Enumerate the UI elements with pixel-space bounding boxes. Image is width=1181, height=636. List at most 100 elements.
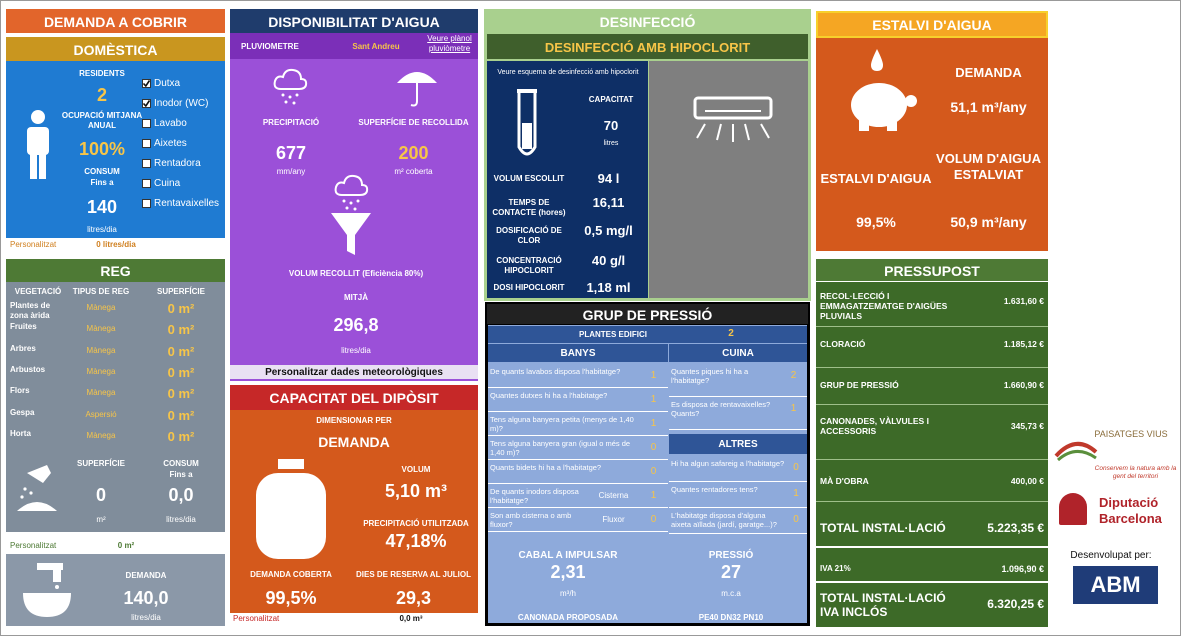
- checkmark: [142, 80, 151, 88]
- value: 0: [95, 485, 106, 505]
- option-label: Cuina: [154, 178, 181, 189]
- checkbox[interactable]: [142, 179, 151, 188]
- separator: [488, 435, 668, 436]
- label: SUPERFÍCIE: [76, 459, 125, 468]
- logo-text: PAISATGES VIUS: [1094, 429, 1168, 439]
- answer: 2: [790, 370, 797, 381]
- separator: [488, 507, 668, 508]
- panel-title: DEMANDA A COBRIR: [43, 14, 188, 30]
- unit: m.c.a: [721, 589, 741, 598]
- question: L'habitatge disposa d'alguna aixeta aïll…: [671, 511, 777, 529]
- label: PRESSIÓ: [708, 550, 754, 561]
- question: Tens alguna banyera gran (igual o més de…: [490, 439, 631, 457]
- link[interactable]: Personalitzar dades meteorològiques: [265, 367, 443, 378]
- answer: 1: [650, 370, 657, 381]
- input-label: Personalitzat: [233, 614, 280, 623]
- input-bar: [6, 238, 225, 251]
- row-label: DOSIFICACIÓ DE CLOR: [496, 226, 562, 245]
- input-value: 0,0 m³: [399, 614, 423, 623]
- total-label: TOTAL INSTAL·LACIÓ: [820, 521, 946, 535]
- unit: litres: [603, 140, 619, 147]
- value: 2: [728, 328, 734, 339]
- separator: [816, 404, 1048, 405]
- unit: mm/any: [276, 167, 306, 176]
- checkbox[interactable]: [142, 159, 151, 168]
- header: [6, 259, 225, 282]
- value: 140,0: [123, 588, 169, 608]
- header: [230, 385, 478, 410]
- budget-item: CANONADES, VÀLVULES I ACCESSORIS: [820, 416, 929, 437]
- label: Fins a: [169, 470, 193, 479]
- separator: [488, 387, 668, 388]
- checkbox[interactable]: [142, 139, 151, 148]
- section-title: ALTRES: [718, 439, 758, 450]
- checkmark: [142, 100, 151, 108]
- separator: [669, 533, 807, 534]
- value: 2,31: [550, 562, 586, 582]
- panel: [816, 38, 1048, 251]
- label: PLANTES EDIFICI: [578, 330, 647, 339]
- row-value: 0 m²: [167, 428, 195, 444]
- panel-title: PRESSUPOST: [884, 263, 980, 279]
- separator: [669, 507, 807, 508]
- question: Quants bidets hi ha a l'habitatge?: [490, 463, 602, 472]
- budget-amount: 400,00 €: [1010, 476, 1044, 486]
- input-bar: [6, 532, 225, 551]
- checkbox[interactable]: [142, 79, 151, 88]
- value: 51,1 m³/any: [950, 99, 1027, 115]
- rain-icon: [334, 174, 369, 211]
- panel: [649, 61, 808, 298]
- value: 0,0: [168, 485, 194, 505]
- budget-amount: 1.185,12 €: [1003, 339, 1044, 349]
- value: 2: [96, 85, 107, 105]
- label: CANONADA PROPOSADA: [517, 613, 619, 622]
- separator: [816, 546, 1048, 548]
- panel-title: GRUP DE PRESSIÓ: [582, 307, 713, 323]
- label: CONSUM: [84, 167, 120, 176]
- row-value: Mànega: [86, 430, 116, 440]
- panel: [816, 282, 1048, 627]
- subheader: [669, 434, 807, 454]
- question: Quantes piques hi ha a l'habitatge?: [671, 367, 749, 385]
- answer: 1: [790, 403, 797, 414]
- row-value: 40 g/l: [591, 253, 626, 268]
- link[interactable]: Veure esquema de desinfecció amb hipoclo…: [497, 69, 639, 76]
- checkbox[interactable]: [142, 99, 151, 108]
- label: PRECIPITACIÓ: [262, 118, 320, 127]
- budget-item: GRUP DE PRESSIÓ: [820, 380, 899, 390]
- row-value: 94 l: [597, 171, 620, 186]
- value: 47,18%: [385, 531, 447, 551]
- question: De quants lavabos disposa l'habitatge?: [490, 367, 621, 376]
- rain-icon: [273, 68, 308, 105]
- separator: [816, 581, 1048, 583]
- link[interactable]: Veure plànol pluviòmetre: [427, 34, 472, 53]
- row-label: DOSI HIPOCLORIT: [493, 283, 565, 292]
- separator: [816, 326, 1048, 327]
- separator: [816, 501, 1048, 502]
- value: 140: [86, 197, 118, 217]
- label: MITJÀ: [344, 293, 368, 302]
- row-value: 0 m²: [167, 386, 195, 402]
- row-value: Mànega: [86, 345, 116, 355]
- header: [816, 259, 1048, 281]
- label: DIES DE RESERVA AL JULIOL: [356, 570, 471, 579]
- row-value: 0 m²: [167, 407, 195, 423]
- label: VOLUM: [401, 465, 431, 474]
- answer: 0: [650, 466, 657, 477]
- column-header: TIPUS DE REG: [72, 287, 130, 296]
- value: 677: [275, 143, 307, 163]
- row-value: 0 m²: [167, 322, 195, 338]
- value: 296,8: [333, 315, 379, 335]
- question: Es disposa de rentavaixelles? Quants?: [671, 400, 771, 418]
- input-value: 0 litres/dia: [96, 240, 136, 249]
- sink-icon: [23, 563, 71, 617]
- checkbox[interactable]: [142, 199, 151, 208]
- checkbox[interactable]: [142, 119, 151, 128]
- option-label: Inodor (WC): [154, 98, 209, 109]
- label: DEMANDA: [125, 571, 167, 580]
- funnel-icon: [331, 213, 371, 255]
- row-label: Arbres: [10, 343, 36, 353]
- logo-caption: Desenvolupat per:: [1070, 550, 1152, 561]
- label: DEMANDA: [955, 65, 1022, 80]
- budget-amount: 1.631,60 €: [1003, 296, 1044, 306]
